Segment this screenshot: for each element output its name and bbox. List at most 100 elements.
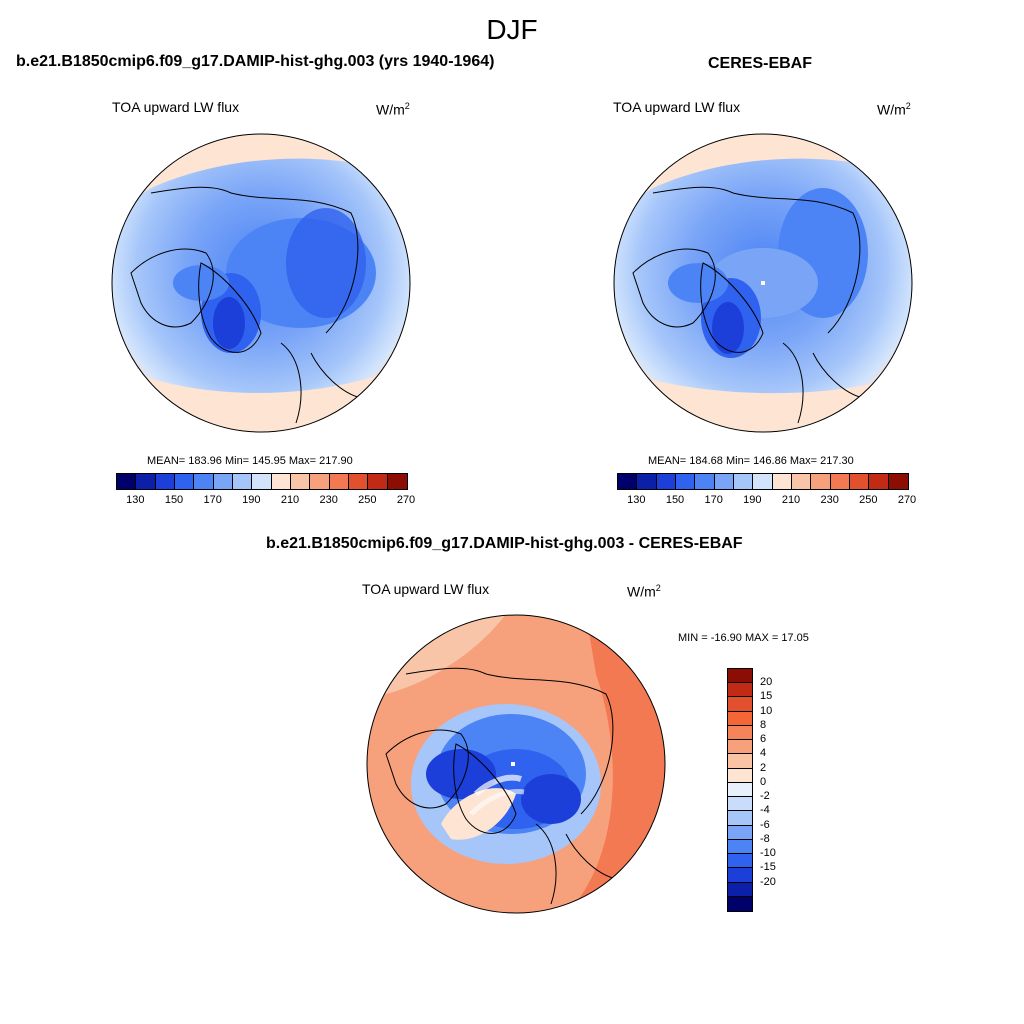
colorbar-segment <box>271 474 291 489</box>
colorbar-tick-label: 250 <box>859 494 878 506</box>
colorbar-segment <box>728 683 752 698</box>
model-colorbar <box>116 473 408 490</box>
colorbar-tick-label: -10 <box>760 847 776 860</box>
colorbar-tick-label: 10 <box>760 704 773 717</box>
colorbar-segment <box>728 825 752 840</box>
model-variable-label: TOA upward LW flux <box>112 99 240 115</box>
colorbar-segment <box>869 474 889 489</box>
colorbar-segment <box>252 474 272 489</box>
colorbar-segment <box>387 474 407 489</box>
colorbar-segment <box>728 697 752 712</box>
colorbar-segment <box>368 474 388 489</box>
colorbar-tick-label: 170 <box>203 494 222 506</box>
diff-colorbar-labels: 20 15 10 8 6 4 2 0 -2 -4 -6 -8 -10 -15 -20 <box>760 668 800 910</box>
colorbar-segment <box>728 797 752 812</box>
model-panel-title: b.e21.B1850cmip6.f09_g17.DAMIP-hist-ghg.… <box>16 53 495 70</box>
colorbar-tick-label: -8 <box>760 832 770 845</box>
colorbar-segment <box>232 474 253 489</box>
colorbar-tick-label: 190 <box>743 494 762 506</box>
colorbar-segment <box>174 474 195 489</box>
colorbar-tick-label: 210 <box>781 494 801 506</box>
colorbar-segment <box>155 474 175 489</box>
colorbar-segment <box>728 896 752 911</box>
colorbar-segment <box>310 474 330 489</box>
colorbar-segment <box>194 474 214 489</box>
colorbar-tick-label: -20 <box>760 875 776 888</box>
colorbar-segment <box>728 854 752 869</box>
colorbar-segment <box>213 474 233 489</box>
colorbar-tick-label: 150 <box>665 494 685 506</box>
obs-colorbar-ticks: 130 150 170 190 210 230 250 270 <box>617 494 916 508</box>
diff-panel-title: b.e21.B1850cmip6.f09_g17.DAMIP-hist-ghg.… <box>266 535 743 552</box>
colorbar-segment <box>753 474 773 489</box>
diff-stats: MIN = -16.90 MAX = 17.05 <box>678 632 809 644</box>
colorbar-segment <box>695 474 715 489</box>
colorbar-segment <box>675 474 696 489</box>
obs-panel-title: CERES-EBAF <box>708 55 813 72</box>
colorbar-segment <box>728 782 752 798</box>
colorbar-tick-label: 230 <box>820 494 839 506</box>
colorbar-segment <box>136 474 156 489</box>
model-units-label: W/m2 <box>376 101 410 118</box>
colorbar-tick-label: -6 <box>760 818 770 831</box>
colorbar-segment <box>728 754 752 769</box>
colorbar-segment <box>728 725 752 741</box>
colorbar-segment <box>791 474 812 489</box>
diff-variable-label: TOA upward LW flux <box>362 581 490 597</box>
obs-variable-label: TOA upward LW flux <box>613 99 741 115</box>
colorbar-segment <box>637 474 657 489</box>
colorbar-tick-label: -4 <box>760 804 770 817</box>
colorbar-segment <box>728 740 752 755</box>
colorbar-tick-label: 150 <box>164 494 184 506</box>
colorbar-segment <box>290 474 311 489</box>
colorbar-tick-label: -15 <box>760 861 776 874</box>
colorbar-segment <box>849 474 870 489</box>
colorbar-segment <box>728 839 752 855</box>
colorbar-segment <box>830 474 850 489</box>
colorbar-tick-label: 270 <box>396 494 416 506</box>
colorbar-tick-label: -2 <box>760 790 770 803</box>
colorbar-segment <box>811 474 831 489</box>
colorbar-segment <box>728 882 752 897</box>
colorbar-segment <box>728 669 752 684</box>
diff-polar-map <box>366 614 666 914</box>
obs-stats: MEAN= 184.68 Min= 146.86 Max= 217.30 <box>648 455 854 467</box>
colorbar-tick-label: 8 <box>760 718 767 731</box>
colorbar-tick-label: 0 <box>760 775 767 788</box>
model-polar-map <box>111 133 411 433</box>
colorbar-tick-label: 2 <box>760 761 767 774</box>
diff-units-label: W/m2 <box>627 583 661 600</box>
obs-polar-map <box>613 133 913 433</box>
obs-units-label: W/m2 <box>877 101 911 118</box>
colorbar-tick-label: 6 <box>760 733 767 746</box>
colorbar-segment <box>329 474 349 489</box>
model-stats: MEAN= 183.96 Min= 145.95 Max= 217.90 <box>147 455 353 467</box>
colorbar-segment <box>733 474 754 489</box>
season-title: DJF <box>486 14 538 45</box>
colorbar-segment <box>656 474 676 489</box>
colorbar-segment <box>618 474 638 489</box>
colorbar-tick-label: 20 <box>760 676 773 689</box>
colorbar-tick-label: 190 <box>242 494 261 506</box>
colorbar-segment <box>728 811 752 826</box>
obs-colorbar <box>617 473 909 490</box>
colorbar-segment <box>728 868 752 883</box>
colorbar-tick-label: 210 <box>280 494 300 506</box>
colorbar-tick-label: 15 <box>760 690 773 703</box>
diff-colorbar <box>727 668 753 912</box>
colorbar-tick-label: 130 <box>627 494 646 506</box>
model-colorbar-ticks: 130 150 170 190 210 230 250 270 <box>116 494 415 508</box>
colorbar-tick-label: 170 <box>704 494 723 506</box>
colorbar-tick-label: 250 <box>358 494 377 506</box>
colorbar-segment <box>772 474 792 489</box>
colorbar-tick-label: 4 <box>760 747 767 760</box>
colorbar-tick-label: 130 <box>126 494 145 506</box>
colorbar-segment <box>714 474 734 489</box>
colorbar-segment <box>728 768 752 783</box>
colorbar-tick-label: 230 <box>319 494 338 506</box>
colorbar-segment <box>117 474 137 489</box>
colorbar-segment <box>888 474 908 489</box>
colorbar-tick-label: 270 <box>897 494 917 506</box>
colorbar-segment <box>348 474 369 489</box>
colorbar-segment <box>728 711 752 726</box>
